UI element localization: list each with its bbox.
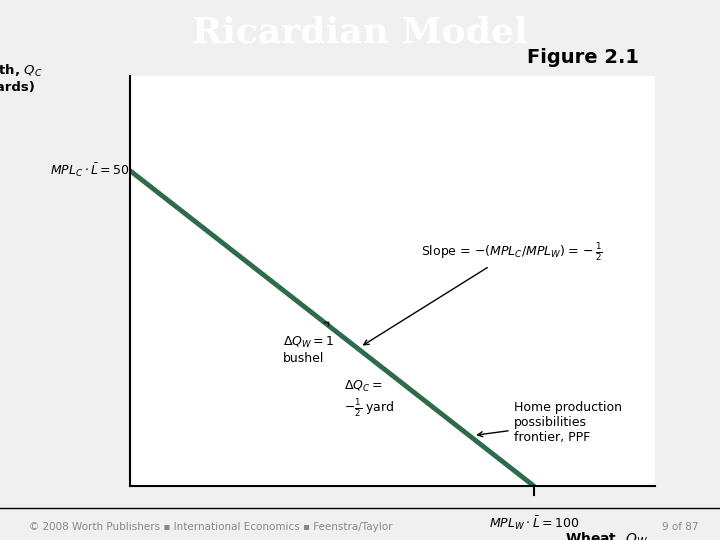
Text: $MPL_C \cdot \bar{L} = 50$: $MPL_C \cdot \bar{L} = 50$	[50, 161, 130, 179]
Text: 9 of 87: 9 of 87	[662, 522, 698, 532]
Text: Cloth, $Q_C$
(yards): Cloth, $Q_C$ (yards)	[0, 63, 42, 94]
Text: Home production
possibilities
frontier, PPF: Home production possibilities frontier, …	[477, 401, 621, 444]
Text: © 2008 Worth Publishers ▪ International Economics ▪ Feenstra/Taylor: © 2008 Worth Publishers ▪ International …	[29, 522, 392, 532]
Text: Ricardian Model: Ricardian Model	[192, 16, 528, 49]
Text: Wheat, $Q_W$
(bushels): Wheat, $Q_W$ (bushels)	[565, 530, 649, 540]
Text: $MPL_W \cdot \bar{L} = 100$: $MPL_W \cdot \bar{L} = 100$	[489, 515, 579, 532]
Text: Figure 2.1: Figure 2.1	[528, 49, 639, 68]
Text: $\Delta Q_C =$
$-\frac{1}{2}$ yard: $\Delta Q_C =$ $-\frac{1}{2}$ yard	[344, 379, 395, 418]
Text: $\Delta Q_W = 1$
bushel: $\Delta Q_W = 1$ bushel	[283, 334, 335, 364]
Text: Slope = $-(MPL_C/MPL_W) = -\frac{1}{2}$: Slope = $-(MPL_C/MPL_W) = -\frac{1}{2}$	[364, 241, 603, 345]
